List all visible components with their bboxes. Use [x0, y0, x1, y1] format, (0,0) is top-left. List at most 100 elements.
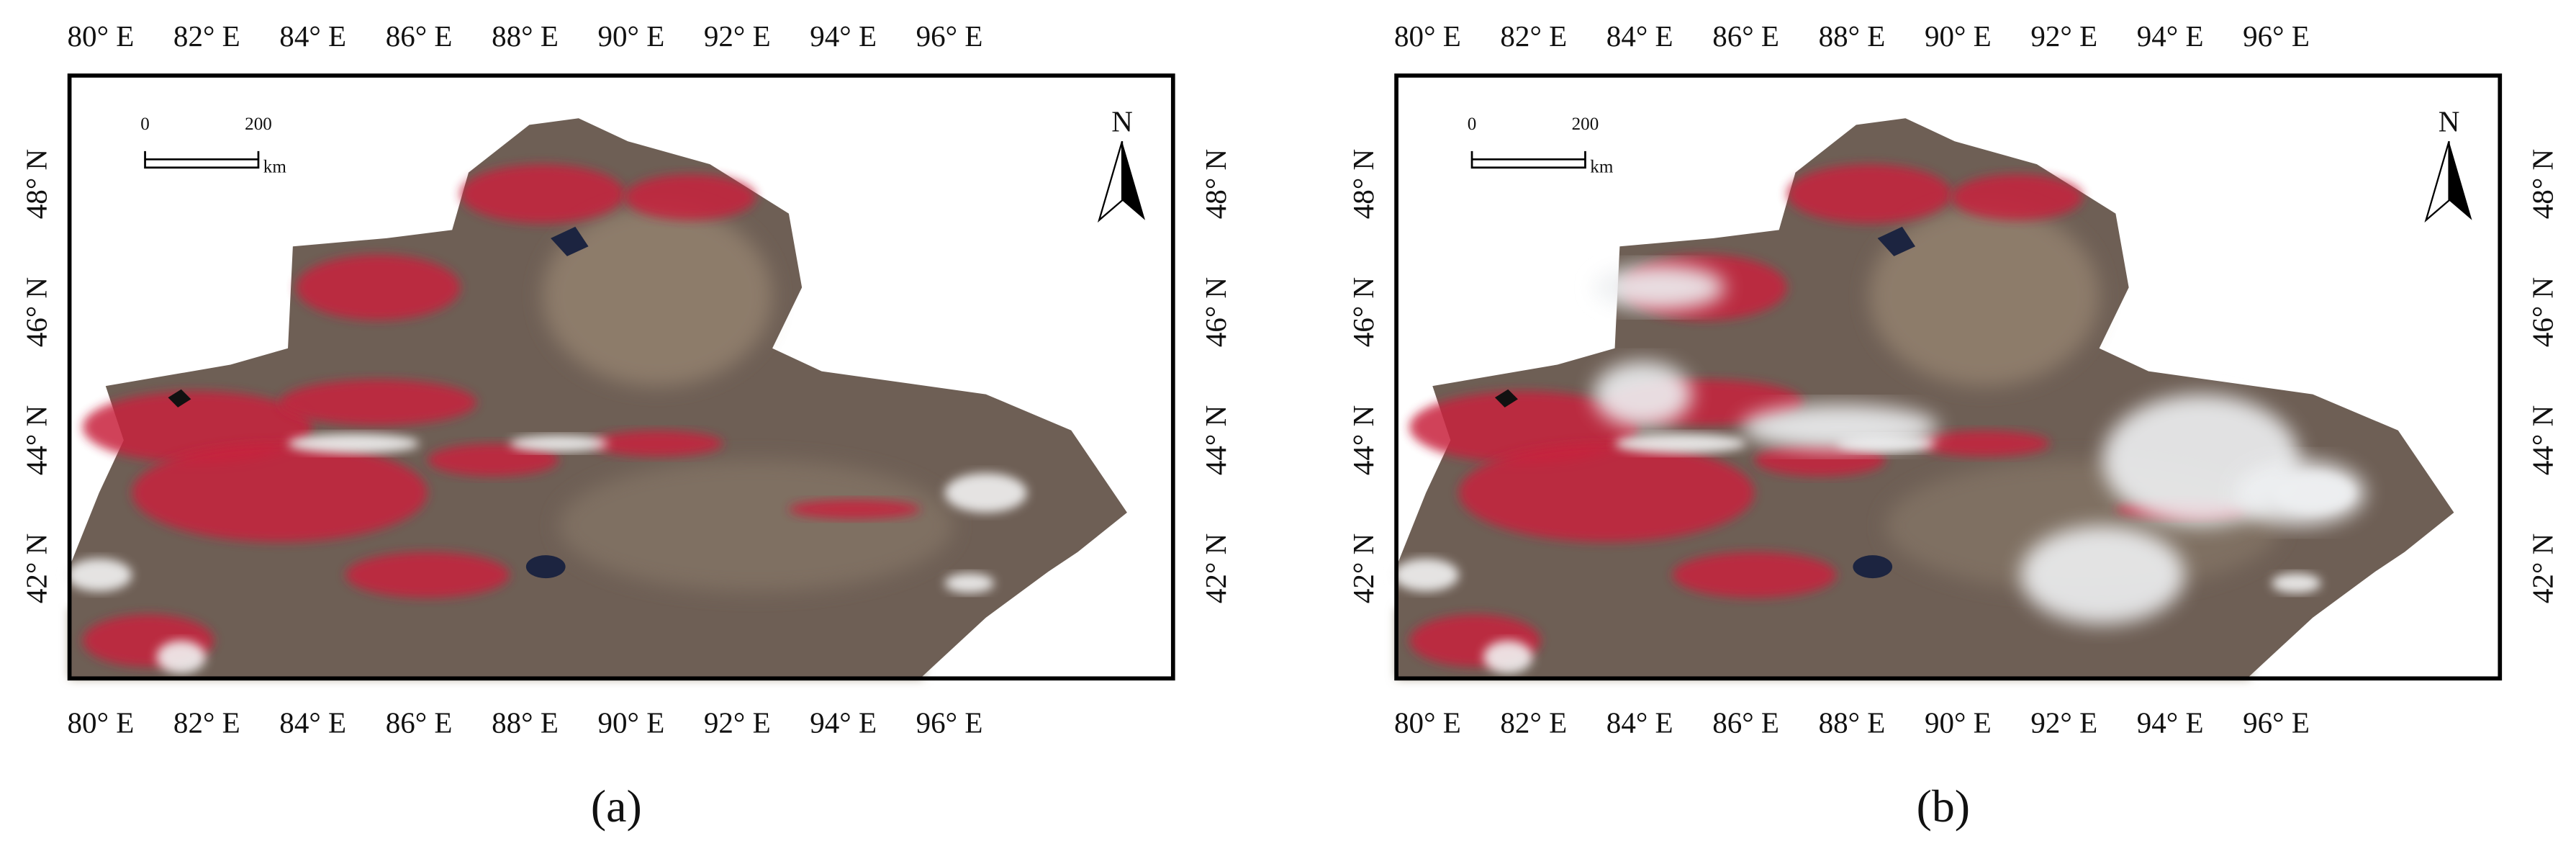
lat-label-left: 44° N [20, 405, 53, 475]
lon-label-top: 88° E [1819, 19, 1886, 53]
snow [66, 558, 132, 592]
north-label: N [1111, 105, 1133, 138]
scale-bar [1470, 150, 1586, 169]
lat-label-left: 48° N [1347, 149, 1380, 219]
lon-label-bottom: 94° E [2137, 706, 2204, 739]
scale-unit: km [1590, 158, 1614, 177]
lon-label-bottom: 82° E [1500, 706, 1567, 739]
lon-label-top: 82° E [1500, 19, 1567, 53]
lon-label-bottom: 84° E [279, 706, 346, 739]
vegetation [1754, 444, 1886, 477]
lon-label-bottom: 96° E [916, 706, 983, 739]
vegetation [460, 164, 625, 224]
lon-label-top: 90° E [1925, 19, 1992, 53]
vegetation [132, 444, 428, 542]
lon-label-bottom: 96° E [2243, 706, 2310, 739]
vegetation [1918, 430, 2051, 457]
scale-end: 200 [1572, 114, 1599, 134]
vegetation [427, 444, 559, 477]
snow [2272, 573, 2321, 593]
snow [288, 433, 420, 454]
lon-label-top: 96° E [916, 19, 983, 53]
lon-label-top: 84° E [1606, 19, 1673, 53]
lon-label-bottom: 90° E [1925, 706, 1992, 739]
lat-label-left: 46° N [20, 277, 53, 347]
snow [1614, 433, 1747, 454]
lat-label-right: 42° N [2526, 534, 2559, 603]
cloud [1593, 264, 1725, 311]
caption: (b) [1917, 780, 1970, 832]
lake [1853, 555, 1893, 579]
lon-label-top: 80° E [68, 19, 135, 53]
lon-label-bottom: 80° E [68, 706, 135, 739]
lat-label-right: 44° N [1199, 405, 1232, 475]
scale-bar [144, 150, 260, 169]
lat-label-right: 42° N [1199, 534, 1232, 603]
lon-label-bottom: 80° E [1394, 706, 1461, 739]
lon-label-top: 86° E [1712, 19, 1779, 53]
lon-label-bottom: 88° E [492, 706, 559, 739]
lon-label-top: 92° E [704, 19, 771, 53]
lon-label-bottom: 86° E [386, 706, 453, 739]
snow [1393, 558, 1459, 592]
map-panel: 0 200 km N 80° E 80° E 82° E 82° E 84° E 84° E 86°… [20, 19, 1232, 832]
lon-label-top: 90° E [597, 19, 664, 53]
lon-label-bottom: 92° E [704, 706, 771, 739]
basin [559, 459, 954, 592]
map-frame [67, 73, 1175, 681]
vegetation [624, 174, 756, 220]
cloud [2233, 459, 2366, 526]
lake [1877, 226, 1916, 256]
lake [168, 389, 191, 408]
lon-label-top: 94° E [810, 19, 877, 53]
lon-label-bottom: 92° E [2030, 706, 2097, 739]
lat-label-right: 46° N [2526, 277, 2559, 347]
lon-label-top: 96° E [2243, 19, 2310, 53]
lon-label-bottom: 82° E [173, 706, 240, 739]
vegetation [1787, 164, 1952, 224]
vegetation [1951, 174, 2083, 220]
lat-label-right: 48° N [2526, 149, 2559, 219]
vegetation [296, 254, 461, 320]
scale-unit: km [263, 158, 287, 177]
vegetation [1672, 552, 1837, 598]
vegetation [788, 499, 921, 519]
north-label: N [2439, 105, 2460, 138]
snow [156, 640, 206, 674]
vegetation [592, 430, 723, 457]
map-frame [1394, 73, 2503, 681]
lat-label-right: 46° N [1199, 277, 1232, 347]
basin [542, 205, 773, 387]
vegetation [1458, 444, 1755, 542]
lat-label-left: 44° N [1347, 405, 1380, 475]
cloud [1593, 361, 1692, 428]
scale-end: 200 [245, 114, 272, 134]
lat-label-right: 48° N [1199, 149, 1232, 219]
snow [944, 573, 995, 593]
lat-label-left: 46° N [1347, 277, 1380, 347]
lat-label-right: 44° N [2526, 405, 2559, 475]
lon-label-bottom: 94° E [810, 706, 877, 739]
lon-label-bottom: 90° E [597, 706, 664, 739]
lon-label-top: 92° E [2030, 19, 2097, 53]
lon-label-top: 82° E [173, 19, 240, 53]
lon-label-top: 84° E [279, 19, 346, 53]
vegetation [279, 379, 477, 426]
caption: (a) [591, 780, 642, 832]
lon-label-top: 88° E [492, 19, 559, 53]
scale-start: 0 [140, 114, 150, 134]
lake [551, 226, 589, 256]
basin [1869, 205, 2100, 387]
cloud [1741, 404, 1938, 451]
lon-label-top: 86° E [386, 19, 453, 53]
map-panel: 0 200 km N 80° E 80° E 82° E 82° E 84° E 84° E 86°… [1347, 19, 2559, 832]
snow [510, 435, 608, 452]
lon-label-bottom: 88° E [1819, 706, 1886, 739]
snow [1483, 640, 1533, 674]
lake [525, 555, 566, 579]
lon-label-top: 80° E [1394, 19, 1461, 53]
lon-label-bottom: 84° E [1606, 706, 1673, 739]
vegetation [345, 552, 510, 598]
